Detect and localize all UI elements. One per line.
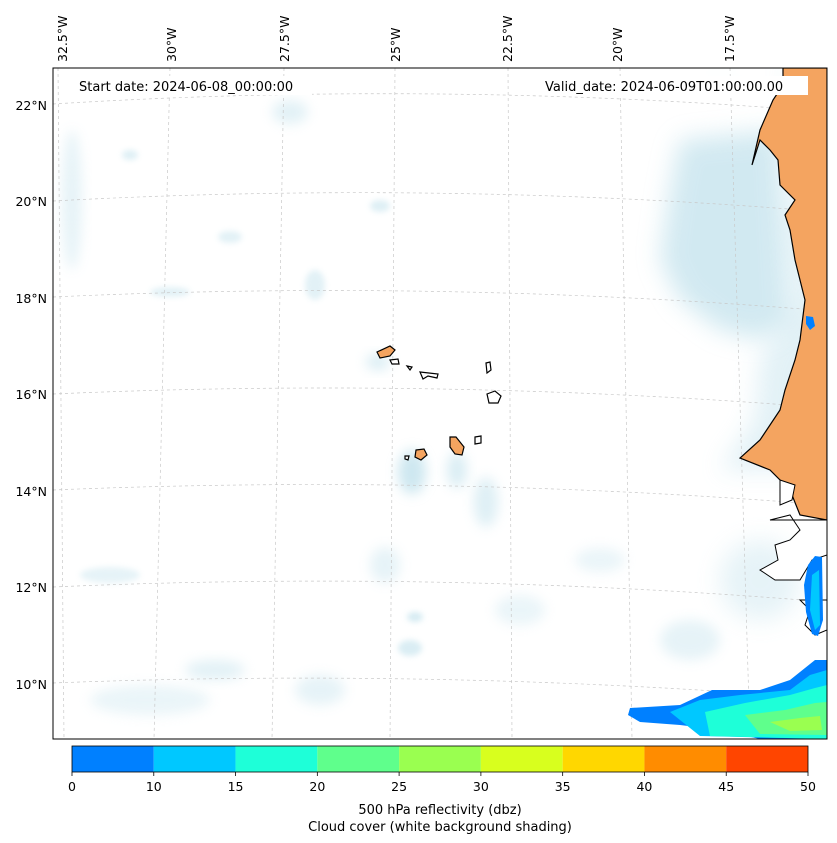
gridline-lat-14 — [53, 484, 827, 506]
colorbar-segment — [235, 746, 318, 772]
island-santo-antao — [376, 345, 396, 359]
map-content — [53, 68, 827, 739]
latitude-labels: 22°N 20°N 18°N 16°N 14°N 12°N 10°N — [15, 98, 47, 692]
refl-spot-north — [806, 316, 815, 330]
cloud-patch-11 — [218, 231, 242, 243]
colorbar-segment — [153, 746, 236, 772]
colorbar-tick-label: 0 — [68, 779, 76, 794]
lon-label-32p5w: 32.5°W — [55, 16, 70, 62]
cloud-coastal-core — [660, 130, 790, 340]
graticule — [53, 68, 827, 739]
gridline-lon-17p5 — [729, 68, 751, 739]
colorbar-segment — [644, 746, 727, 772]
guinea-bissau-coast — [759, 514, 827, 581]
gridline-lon-32p5 — [57, 68, 65, 739]
colorbar-segment — [480, 746, 563, 772]
island-sao-vicente — [389, 358, 400, 365]
colorbar-tick-label: 50 — [800, 779, 816, 794]
reflectivity-shading — [628, 316, 827, 739]
colorbar-label-reflectivity: 500 hPa reflectivity (dbz) — [358, 803, 521, 818]
gridline-lon-22p5 — [507, 68, 513, 739]
refl-band-10-15-coast — [810, 570, 820, 630]
gridline-lon-27p5 — [271, 68, 285, 739]
colorbar-tick-label: 30 — [473, 779, 489, 794]
gridline-lat-20 — [53, 192, 827, 213]
cloud-patch-2 — [398, 640, 422, 656]
gridline-lat-12 — [53, 580, 827, 603]
valid-date-box: Valid_date: 2024-06-09T01:00:00.00 — [538, 76, 808, 95]
gridline-lat-16 — [53, 387, 827, 409]
lon-label-17p5w: 17.5°W — [722, 16, 737, 62]
colorbar-segment — [726, 746, 808, 772]
colorbar-segment — [72, 746, 154, 772]
lat-label-16n: 16°N — [15, 387, 47, 402]
lat-label-10n: 10°N — [15, 677, 47, 692]
island-santa-luzia — [405, 365, 413, 372]
lon-label-20w: 20°W — [610, 27, 625, 62]
gridline-lat-18 — [53, 290, 827, 312]
cloud-patch-14 — [575, 548, 625, 572]
start-date-box: Start date: 2024-06-08_00:00:00 — [72, 76, 312, 95]
island-fogo — [414, 448, 428, 461]
colorbar: 0 10 15 20 25 30 35 40 45 50 — [68, 745, 816, 794]
cloud-patch-1 — [370, 547, 400, 583]
colorbar-segment — [562, 746, 645, 772]
lat-label-22n: 22°N — [15, 98, 47, 113]
cloud-near-fogo — [398, 450, 426, 494]
cloud-south-band — [474, 477, 498, 527]
island-brava — [404, 455, 410, 461]
colorbar-tick-label: 25 — [391, 779, 407, 794]
cloud-patch-7 — [305, 270, 325, 300]
lat-label-20n: 20°N — [15, 194, 47, 209]
cloud-patch-16 — [90, 685, 210, 715]
gambia-area — [779, 479, 796, 506]
valid-date-text: Valid_date: 2024-06-09T01:00:00.00 — [545, 80, 783, 95]
cloud-patch-5 — [295, 675, 345, 705]
island-santiago — [449, 436, 465, 456]
island-sao-nicolau — [419, 371, 439, 380]
map-frame — [52, 67, 828, 740]
gridline-lon-20 — [619, 68, 633, 739]
lon-label-27p5w: 27.5°W — [277, 16, 292, 62]
lat-label-12n: 12°N — [15, 580, 47, 595]
lat-label-14n: 14°N — [15, 484, 47, 499]
lon-label-25w: 25°W — [388, 27, 403, 62]
cloud-patch-4 — [185, 660, 245, 680]
cloud-patch-8 — [370, 200, 390, 212]
colorbar-label-cloud: Cloud cover (white background shading) — [308, 820, 572, 835]
longitude-labels: 32.5°W 30°W 27.5°W 25°W 22.5°W 20°W 17.5… — [55, 16, 737, 62]
colorbar-frame — [71, 745, 809, 773]
island-boa-vista — [486, 390, 502, 404]
cloud-north-top — [272, 100, 308, 124]
colorbar-segment — [399, 746, 481, 772]
gridline-lon-25 — [389, 68, 396, 739]
lon-label-30w: 30°W — [164, 27, 179, 62]
refl-band-25-30-south — [770, 716, 822, 731]
cloud-patch-13 — [495, 595, 545, 625]
cape-verde-islands — [376, 345, 502, 461]
gridline-lat-10 — [53, 677, 827, 700]
cloud-patch-6 — [660, 620, 720, 660]
cloud-patch-3 — [407, 612, 423, 622]
cloud-patch-9 — [150, 287, 190, 297]
cloud-near-santo-antao — [366, 354, 390, 370]
gridline-lon-30 — [153, 68, 171, 739]
start-date-text: Start date: 2024-06-08_00:00:00 — [79, 80, 293, 95]
island-sal — [485, 361, 492, 375]
colorbar-tick-label: 15 — [228, 779, 244, 794]
cloud-patch-12 — [80, 567, 140, 583]
colorbar-tick-label: 35 — [555, 779, 571, 794]
cloud-patch-10 — [122, 150, 138, 160]
island-maio — [474, 435, 482, 445]
colorbar-tick-label: 20 — [309, 779, 325, 794]
gridline-lat-22 — [53, 93, 827, 113]
cloud-near-santiago — [447, 452, 467, 488]
lat-label-18n: 18°N — [15, 291, 47, 306]
colorbar-segment — [317, 746, 400, 772]
lon-label-22p5w: 22.5°W — [500, 16, 515, 62]
colorbar-tick-label: 10 — [146, 779, 162, 794]
colorbar-tick-label: 45 — [718, 779, 734, 794]
colorbar-tick-label: 40 — [636, 779, 652, 794]
